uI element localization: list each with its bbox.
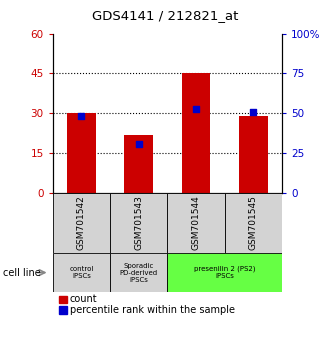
Bar (53, 253, 110, 292)
Text: Sporadic
PD-derived
iPSCs: Sporadic PD-derived iPSCs (120, 263, 158, 282)
Bar (110, 253, 167, 292)
Bar (167, 193, 225, 253)
Bar (225, 193, 282, 253)
Text: presenilin 2 (PS2)
iPSCs: presenilin 2 (PS2) iPSCs (194, 266, 255, 279)
Text: GSM701542: GSM701542 (77, 196, 86, 250)
Text: GSM701543: GSM701543 (134, 195, 143, 251)
Text: GSM701545: GSM701545 (249, 195, 258, 251)
Text: control
IPSCs: control IPSCs (69, 266, 94, 279)
Bar (110, 193, 167, 253)
Bar (167, 253, 282, 292)
Text: count: count (70, 295, 98, 304)
Text: percentile rank within the sample: percentile rank within the sample (70, 304, 235, 315)
Text: GDS4141 / 212821_at: GDS4141 / 212821_at (92, 10, 238, 22)
Bar (182, 73, 211, 193)
Text: cell line: cell line (3, 268, 41, 278)
Text: GSM701544: GSM701544 (192, 196, 201, 250)
Bar (59, 296, 67, 303)
Point (79, 114, 84, 119)
Bar (124, 135, 153, 193)
Bar (67, 113, 96, 193)
Point (193, 105, 199, 111)
Point (136, 141, 142, 147)
Bar (239, 116, 268, 193)
Bar (59, 307, 67, 314)
Bar (53, 193, 110, 253)
Point (251, 109, 256, 115)
